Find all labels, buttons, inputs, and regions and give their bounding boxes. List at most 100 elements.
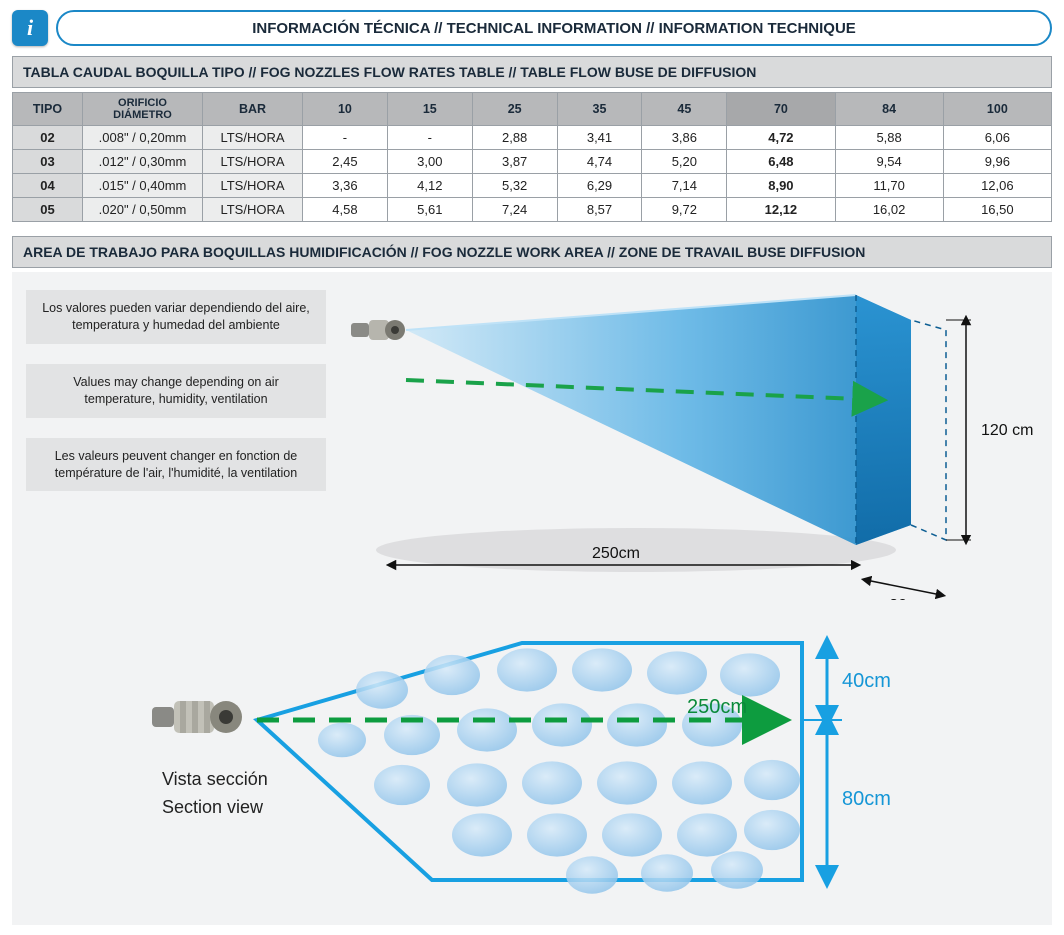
cell: 12,06 bbox=[943, 174, 1051, 198]
cell: 03 bbox=[13, 150, 83, 174]
cell: 5,20 bbox=[642, 150, 727, 174]
cell: .020" / 0,50mm bbox=[83, 198, 203, 222]
note-fr: Les valeurs peuvent changer en fonction … bbox=[26, 438, 326, 492]
cell: 3,87 bbox=[472, 150, 557, 174]
table-row: 03.012" / 0,30mmLTS/HORA2,453,003,874,74… bbox=[13, 150, 1052, 174]
droplet bbox=[677, 814, 737, 857]
header-row: i INFORMACIÓN TÉCNICA // TECHNICAL INFOR… bbox=[12, 10, 1052, 46]
droplet bbox=[597, 762, 657, 805]
cell: 05 bbox=[13, 198, 83, 222]
cell: 6,29 bbox=[557, 174, 642, 198]
col-10: 10 bbox=[303, 93, 388, 126]
note-es: Los valores pueden variar dependiendo de… bbox=[26, 290, 326, 344]
droplets bbox=[318, 649, 800, 894]
col-35: 35 bbox=[557, 93, 642, 126]
cell: 16,50 bbox=[943, 198, 1051, 222]
workarea-caption: AREA DE TRABAJO PARA BOQUILLAS HUMIDIFIC… bbox=[12, 236, 1052, 268]
spray-cone bbox=[406, 295, 911, 545]
dim-bottom-label: 80cm bbox=[842, 788, 891, 810]
nozzle-icon bbox=[152, 701, 242, 733]
cell: 12,12 bbox=[727, 198, 835, 222]
droplet bbox=[527, 814, 587, 857]
cell: 04 bbox=[13, 174, 83, 198]
cell: - bbox=[387, 126, 472, 150]
spray-cone-face bbox=[856, 295, 911, 545]
col-100: 100 bbox=[943, 93, 1051, 126]
cell: 4,58 bbox=[303, 198, 388, 222]
side-view-svg: 250cm 80 cm 120 cm bbox=[336, 290, 1036, 600]
cell: - bbox=[303, 126, 388, 150]
droplet bbox=[452, 814, 512, 857]
cell: 8,90 bbox=[727, 174, 835, 198]
cell: 02 bbox=[13, 126, 83, 150]
info-icon-glyph: i bbox=[27, 15, 33, 41]
droplet bbox=[532, 704, 592, 747]
droplet bbox=[424, 655, 480, 695]
droplet bbox=[318, 723, 366, 758]
cell: 2,88 bbox=[472, 126, 557, 150]
col-orificio: ORIFICIO DIÁMETRO bbox=[83, 93, 203, 126]
info-icon: i bbox=[12, 10, 48, 46]
cell: 3,36 bbox=[303, 174, 388, 198]
droplet bbox=[607, 704, 667, 747]
table-row: 04.015" / 0,40mmLTS/HORA3,364,125,326,29… bbox=[13, 174, 1052, 198]
droplet bbox=[356, 671, 408, 708]
cell: 9,72 bbox=[642, 198, 727, 222]
table-row: 02.008" / 0,20mmLTS/HORA--2,883,413,864,… bbox=[13, 126, 1052, 150]
col-25: 25 bbox=[472, 93, 557, 126]
droplet bbox=[641, 854, 693, 891]
cell: 2,45 bbox=[303, 150, 388, 174]
cell: 7,14 bbox=[642, 174, 727, 198]
section-title-en: Section view bbox=[162, 797, 264, 817]
note-en: Values may change depending on air tempe… bbox=[26, 364, 326, 418]
col-bar: BAR bbox=[203, 93, 303, 126]
cell: .008" / 0,20mm bbox=[83, 126, 203, 150]
dim-depth-label: 80 cm bbox=[889, 597, 933, 600]
cell: .012" / 0,30mm bbox=[83, 150, 203, 174]
page-title: INFORMACIÓN TÉCNICA // TECHNICAL INFORMA… bbox=[56, 10, 1052, 46]
flow-rate-table: TIPO ORIFICIO DIÁMETRO BAR 10 15 25 35 4… bbox=[12, 92, 1052, 222]
dim-height-label: 120 cm bbox=[981, 422, 1033, 439]
cell: 4,74 bbox=[557, 150, 642, 174]
droplet bbox=[566, 856, 618, 893]
cell: 6,48 bbox=[727, 150, 835, 174]
dim-depth bbox=[866, 580, 941, 595]
dim-top-label: 40cm bbox=[842, 670, 891, 692]
cell: .015" / 0,40mm bbox=[83, 174, 203, 198]
table-row: 05.020" / 0,50mmLTS/HORA4,585,617,248,57… bbox=[13, 198, 1052, 222]
col-70: 70 bbox=[727, 93, 835, 126]
cell: 5,88 bbox=[835, 126, 943, 150]
droplet bbox=[711, 851, 763, 888]
col-tipo: TIPO bbox=[13, 93, 83, 126]
cell: 5,61 bbox=[387, 198, 472, 222]
droplet bbox=[602, 814, 662, 857]
cell: LTS/HORA bbox=[203, 174, 303, 198]
cell: 8,57 bbox=[557, 198, 642, 222]
cell: 3,86 bbox=[642, 126, 727, 150]
side-view-diagram: Los valores pueden variar dependiendo de… bbox=[26, 290, 1038, 605]
diagram-area: Los valores pueden variar dependiendo de… bbox=[12, 272, 1052, 925]
cell: 3,41 bbox=[557, 126, 642, 150]
cell: 3,00 bbox=[387, 150, 472, 174]
cell: 4,72 bbox=[727, 126, 835, 150]
droplet bbox=[720, 654, 780, 697]
dim-length-label: 250cm bbox=[592, 545, 640, 562]
droplet bbox=[447, 764, 507, 807]
notes-column: Los valores pueden variar dependiendo de… bbox=[26, 290, 326, 605]
cell: LTS/HORA bbox=[203, 150, 303, 174]
cell: LTS/HORA bbox=[203, 126, 303, 150]
droplet bbox=[744, 810, 800, 850]
droplet bbox=[647, 652, 707, 695]
cell: 9,96 bbox=[943, 150, 1051, 174]
cell: 9,54 bbox=[835, 150, 943, 174]
cell: 4,12 bbox=[387, 174, 472, 198]
section-length-label: 250cm bbox=[687, 696, 747, 718]
cell: 11,70 bbox=[835, 174, 943, 198]
section-title-es: Vista sección bbox=[162, 769, 268, 789]
col-84: 84 bbox=[835, 93, 943, 126]
droplet bbox=[497, 649, 557, 692]
col-45: 45 bbox=[642, 93, 727, 126]
cell: 16,02 bbox=[835, 198, 943, 222]
cell: 5,32 bbox=[472, 174, 557, 198]
droplet bbox=[374, 765, 430, 805]
